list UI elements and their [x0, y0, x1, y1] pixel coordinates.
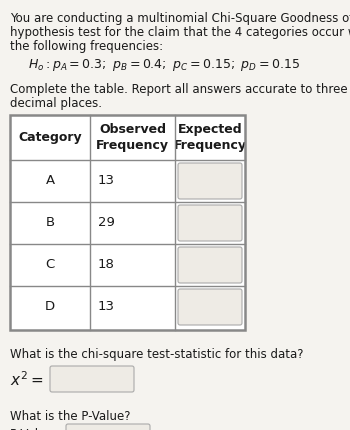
- Text: Complete the table. Report all answers accurate to three: Complete the table. Report all answers a…: [10, 83, 348, 96]
- Text: What is the P-Value?: What is the P-Value?: [10, 410, 131, 423]
- Text: hypothesis test for the claim that the 4 categories occur with: hypothesis test for the claim that the 4…: [10, 26, 350, 39]
- Text: Category: Category: [18, 131, 82, 144]
- Text: P-Value =: P-Value =: [10, 428, 70, 430]
- Text: You are conducting a multinomial Chi-Square Goodness of Fit: You are conducting a multinomial Chi-Squ…: [10, 12, 350, 25]
- Text: Expected
Frequency: Expected Frequency: [174, 123, 246, 152]
- FancyBboxPatch shape: [66, 424, 150, 430]
- Bar: [10, 115, 245, 330]
- FancyBboxPatch shape: [178, 289, 242, 325]
- Text: What is the chi-square test-statistic for this data?: What is the chi-square test-statistic fo…: [10, 348, 303, 361]
- Text: C: C: [46, 258, 55, 271]
- Text: A: A: [46, 175, 55, 187]
- Text: 29: 29: [98, 216, 115, 230]
- FancyBboxPatch shape: [178, 205, 242, 241]
- Text: $x^2 = $: $x^2 = $: [10, 370, 43, 389]
- Text: D: D: [45, 301, 55, 313]
- Text: Observed
Frequency: Observed Frequency: [96, 123, 169, 152]
- Text: 13: 13: [98, 301, 115, 313]
- FancyBboxPatch shape: [178, 163, 242, 199]
- Text: 18: 18: [98, 258, 115, 271]
- Text: $H_o : p_A = 0.3; \ p_B = 0.4; \ p_C = 0.15; \ p_D = 0.15$: $H_o : p_A = 0.3; \ p_B = 0.4; \ p_C = 0…: [28, 57, 300, 73]
- Text: B: B: [46, 216, 55, 230]
- Text: 13: 13: [98, 175, 115, 187]
- Text: decimal places.: decimal places.: [10, 97, 102, 110]
- Bar: [10, 115, 245, 330]
- FancyBboxPatch shape: [50, 366, 134, 392]
- FancyBboxPatch shape: [178, 247, 242, 283]
- Text: the following frequencies:: the following frequencies:: [10, 40, 163, 53]
